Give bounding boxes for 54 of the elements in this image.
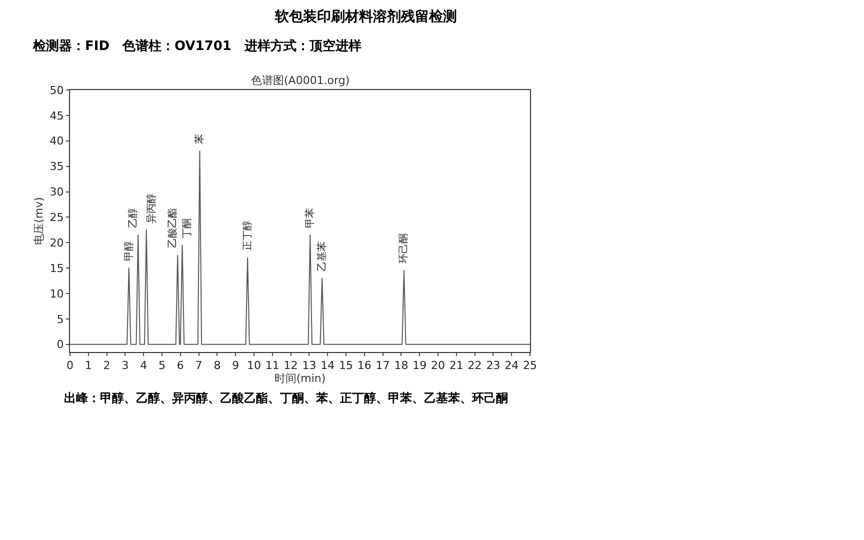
x-tick-label: 18	[394, 359, 408, 372]
x-tick-label: 4	[140, 359, 148, 372]
y-tick-label: 5	[56, 312, 64, 326]
y-tick-label: 10	[50, 287, 64, 300]
x-tick-label: 0	[66, 359, 74, 372]
x-tick-label: 23	[486, 359, 500, 372]
annotation: 乙醇	[127, 208, 140, 228]
annotation: 正丁醇	[242, 220, 254, 250]
y-tick-label: 0	[56, 338, 64, 352]
x-tick-label: 3	[122, 359, 129, 372]
x-tick-label: 8	[214, 359, 221, 372]
x-tick-label: 7	[195, 359, 202, 372]
x-tick-label: 5	[158, 359, 166, 372]
chart-title: 软包装印刷材料溶剂残留检测	[274, 8, 457, 25]
x-axis-title: 时间(min)	[274, 372, 326, 386]
x-tick-label: 2	[103, 359, 110, 372]
y-tick-label: 25	[50, 211, 64, 224]
text: 出峰：甲醇、乙醇、异丙醇、乙酸乙酯、丁酮、苯、正丁醇、甲苯、乙基苯、环己酮	[64, 391, 508, 405]
chart-subtitle: 检测器：FID 色谱柱：OV1701 进样方式：顶空进样	[32, 38, 362, 54]
x-tick-label: 22	[468, 359, 482, 372]
x-tick-label: 17	[376, 359, 390, 372]
x-tick-label: 13	[302, 359, 316, 372]
x-tick-label: 25	[523, 359, 537, 372]
y-tick-label: 40	[50, 134, 64, 148]
y-tick-label: 30	[50, 186, 64, 199]
text: 色谱图(A0001.org)	[251, 74, 350, 87]
x-tick-label: 11	[265, 359, 280, 372]
y-axis-title: 电压(mv)	[32, 197, 46, 245]
y-tick-label: 15	[50, 262, 64, 275]
line-series	[70, 150, 530, 345]
x-tick-label: 9	[232, 359, 240, 372]
annotation: 甲醇	[122, 240, 135, 261]
x-tick-label: 6	[176, 359, 184, 372]
x-tick-label: 12	[284, 359, 298, 372]
annotation: 苯	[194, 134, 206, 144]
x-tick-label: 14	[320, 359, 335, 372]
x-tick-label: 21	[449, 359, 464, 372]
annotation: 异丙醇	[145, 193, 158, 224]
annotation: 乙酸乙酯	[166, 208, 178, 248]
x-tick-label: 15	[339, 359, 353, 372]
x-tick-label: 1	[84, 359, 92, 372]
y-tick-label: 50	[50, 84, 64, 97]
y-tick-label: 35	[50, 160, 64, 174]
annotation: 丁酮	[182, 218, 194, 238]
y-tick-label: 45	[50, 109, 64, 122]
y-tick-label: 20	[50, 236, 64, 250]
x-tick-label: 16	[357, 359, 372, 372]
annotation: 乙基苯	[316, 241, 328, 272]
x-tick-label: 24	[504, 359, 519, 372]
x-tick-label: 20	[431, 359, 445, 372]
annotation: 甲苯	[304, 208, 316, 228]
x-tick-label: 19	[412, 359, 427, 372]
x-tick-label: 10	[247, 359, 261, 372]
annotation: 环己酮	[398, 234, 410, 264]
